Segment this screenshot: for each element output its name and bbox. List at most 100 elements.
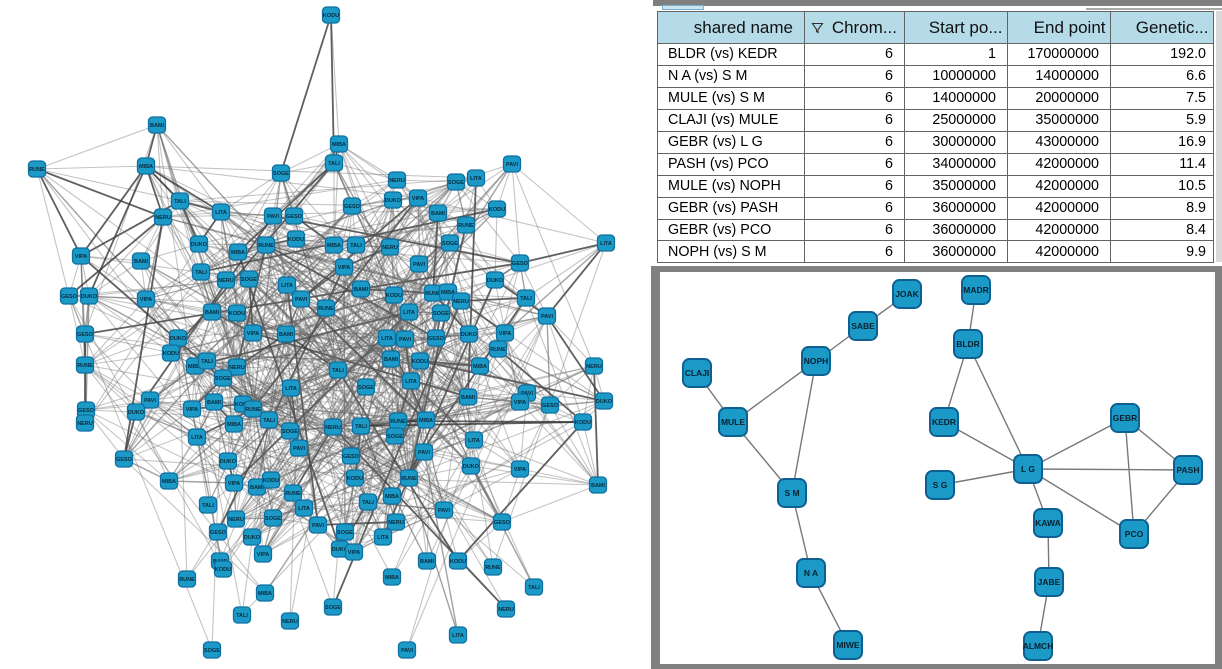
svg-text:TALI: TALI — [202, 503, 214, 509]
svg-text:TALI: TALI — [350, 243, 362, 249]
svg-text:DUKO: DUKO — [463, 464, 480, 470]
svg-text:KODU: KODU — [323, 13, 339, 19]
svg-text:TALI: TALI — [201, 359, 213, 365]
svg-text:MIBA: MIBA — [188, 364, 202, 370]
svg-text:KODU: KODU — [163, 351, 179, 357]
svg-text:GEBR: GEBR — [1113, 413, 1138, 423]
svg-text:N A: N A — [804, 568, 818, 578]
svg-text:RUNE: RUNE — [318, 306, 334, 312]
svg-text:JOAK: JOAK — [895, 289, 919, 299]
svg-text:VIPA: VIPA — [338, 265, 350, 271]
svg-text:SOGE: SOGE — [448, 180, 464, 186]
svg-text:VIPA: VIPA — [514, 467, 526, 473]
svg-text:LITA: LITA — [600, 241, 612, 247]
svg-text:MIBA: MIBA — [419, 418, 433, 424]
svg-text:KODU: KODU — [412, 359, 428, 365]
svg-text:KODU: KODU — [450, 559, 466, 565]
svg-text:RUNE: RUNE — [285, 491, 301, 497]
svg-text:KODU: KODU — [215, 567, 231, 573]
svg-text:MADR: MADR — [963, 285, 989, 295]
svg-text:MIBA: MIBA — [258, 591, 272, 597]
svg-text:VIPA: VIPA — [140, 297, 152, 303]
svg-text:TALI: TALI — [355, 424, 367, 430]
svg-text:GESO: GESO — [494, 520, 511, 526]
svg-text:CLAJI: CLAJI — [685, 368, 710, 378]
svg-text:NERU: NERU — [282, 619, 298, 625]
svg-text:NOPH: NOPH — [804, 356, 829, 366]
svg-text:DUKO: DUKO — [81, 294, 98, 300]
svg-text:S M: S M — [784, 488, 799, 498]
svg-text:DUKO: DUKO — [332, 547, 349, 553]
svg-text:GESO: GESO — [116, 457, 133, 463]
svg-text:MIBA: MIBA — [327, 243, 341, 249]
svg-text:BAMI: BAMI — [354, 287, 369, 293]
svg-text:PAVI: PAVI — [418, 450, 430, 456]
svg-text:RUNE: RUNE — [485, 565, 501, 571]
svg-text:TALI: TALI — [174, 199, 186, 205]
svg-text:GESO: GESO — [61, 294, 78, 300]
svg-text:RUNE: RUNE — [77, 363, 93, 369]
svg-text:RUNE: RUNE — [245, 407, 261, 413]
svg-text:SOGE: SOGE — [337, 530, 353, 536]
svg-text:NERU: NERU — [388, 520, 404, 526]
svg-text:LITA: LITA — [403, 310, 415, 316]
svg-text:LITA: LITA — [215, 210, 227, 216]
svg-text:KODU: KODU — [575, 420, 591, 426]
svg-text:S G: S G — [933, 480, 948, 490]
svg-text:TALI: TALI — [528, 585, 540, 591]
svg-text:RUNE: RUNE — [458, 223, 474, 229]
svg-text:MIBA: MIBA — [332, 142, 346, 148]
svg-text:DUKO: DUKO — [244, 535, 261, 541]
svg-text:NERU: NERU — [229, 365, 245, 371]
svg-text:RUNE: RUNE — [490, 347, 506, 353]
svg-text:TALI: TALI — [236, 613, 248, 619]
svg-text:GESO: GESO — [77, 332, 94, 338]
svg-text:NERU: NERU — [155, 215, 171, 221]
svg-text:VIPA: VIPA — [186, 407, 198, 413]
svg-text:BLDR: BLDR — [956, 339, 980, 349]
svg-text:PAVI: PAVI — [401, 648, 413, 654]
svg-text:NERU: NERU — [586, 364, 602, 370]
svg-text:TALI: TALI — [520, 296, 532, 302]
svg-text:DUKO: DUKO — [596, 399, 613, 405]
svg-text:VIPA: VIPA — [412, 196, 424, 202]
svg-text:RUNE: RUNE — [390, 419, 406, 425]
svg-text:LITA: LITA — [452, 633, 464, 639]
svg-text:TALI: TALI — [328, 161, 340, 167]
svg-text:PAVI: PAVI — [399, 337, 411, 343]
svg-text:MIBA: MIBA — [385, 575, 399, 581]
svg-text:KODU: KODU — [229, 311, 245, 317]
svg-text:PAVI: PAVI — [312, 523, 324, 529]
svg-text:NERU: NERU — [389, 178, 405, 184]
svg-text:RUNE: RUNE — [179, 577, 195, 583]
svg-text:SOGE: SOGE — [358, 385, 374, 391]
svg-text:SOGE: SOGE — [387, 434, 403, 440]
svg-text:BAMI: BAMI — [384, 357, 399, 363]
svg-text:LITA: LITA — [191, 435, 203, 441]
svg-text:MIBA: MIBA — [162, 479, 176, 485]
svg-text:GESO: GESO — [344, 204, 361, 210]
svg-text:DUKO: DUKO — [487, 278, 504, 284]
svg-text:LITA: LITA — [381, 336, 393, 342]
svg-text:DUKO: DUKO — [128, 410, 145, 416]
svg-text:SOGE: SOGE — [241, 277, 257, 283]
svg-text:VIPA: VIPA — [257, 552, 269, 558]
svg-text:MIBA: MIBA — [385, 494, 399, 500]
svg-text:SOGE: SOGE — [282, 429, 298, 435]
svg-text:LITA: LITA — [298, 506, 310, 512]
svg-text:RUNE: RUNE — [29, 167, 45, 173]
svg-text:JABE: JABE — [1038, 577, 1061, 587]
svg-text:NERU: NERU — [228, 517, 244, 523]
svg-text:BAMI: BAMI — [207, 400, 222, 406]
svg-text:VIPA: VIPA — [348, 550, 360, 556]
svg-text:KODU: KODU — [386, 293, 402, 299]
svg-text:BAMI: BAMI — [420, 559, 435, 565]
svg-text:GESO: GESO — [286, 214, 303, 220]
svg-text:PAVI: PAVI — [506, 162, 518, 168]
svg-text:PAVI: PAVI — [144, 398, 156, 404]
svg-text:KODU: KODU — [347, 476, 363, 482]
svg-text:NERU: NERU — [498, 607, 514, 613]
svg-text:VIPA: VIPA — [228, 481, 240, 487]
svg-text:KODU: KODU — [235, 402, 251, 408]
svg-text:MIBA: MIBA — [227, 422, 241, 428]
